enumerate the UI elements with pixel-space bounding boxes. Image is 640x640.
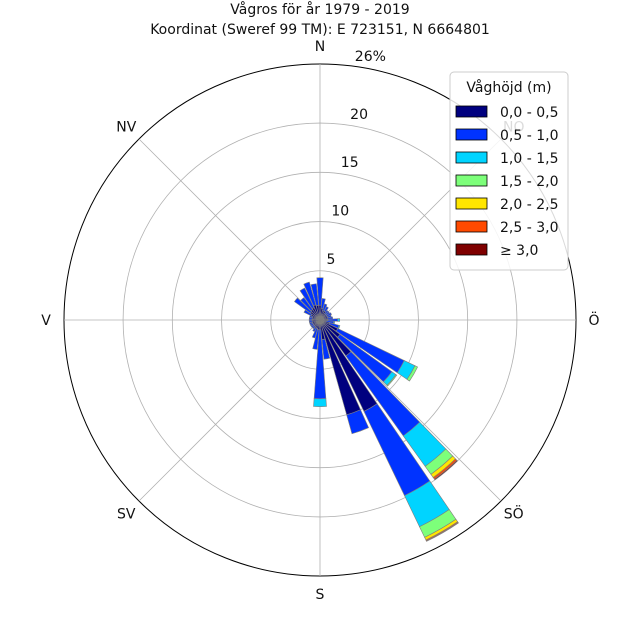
bar-segment-160-bin-2: [346, 409, 370, 435]
radial-tick-label: 20: [350, 107, 368, 123]
legend-swatch: [455, 220, 488, 233]
legend-label: ≥ 3,0: [500, 243, 538, 259]
legend: Våghöjd (m) 0,0 - 0,5 0,5 - 1,0 1,0 - 1,5 1…: [449, 71, 569, 271]
bar-segment-210-bin-2: [312, 326, 317, 332]
legend-label: 1,5 - 2,0: [500, 174, 558, 190]
bar-segment-200-bin-2: [311, 327, 318, 339]
bar-segment-0-bin-2: [316, 277, 324, 306]
direction-label-Ö: Ö: [588, 311, 599, 329]
bar-segment-340-bin-2: [303, 281, 317, 307]
bar-segment-140-bin-7: [433, 459, 458, 481]
bar-segment-110-bin-3: [337, 324, 341, 329]
bar-segment-320-bin-2: [300, 297, 313, 312]
radial-tick-label: 15: [341, 155, 359, 171]
legend-swatch: [455, 197, 488, 210]
bar-segment-90-bin-3: [337, 318, 340, 322]
direction-label-NV: NV: [116, 119, 136, 135]
legend-swatch: [455, 105, 488, 118]
rose-bars: [293, 277, 459, 542]
bar-segment-310-bin-2: [293, 297, 312, 314]
radial-tick-label: 26%: [355, 49, 386, 65]
grid-spoke: [319, 319, 502, 502]
bar-segment-300-bin-2: [303, 309, 313, 317]
grid-spoke: [138, 138, 321, 321]
legend-label: 0,0 - 0,5: [500, 105, 558, 121]
direction-label-V: V: [41, 313, 51, 329]
legend-swatch: [455, 174, 488, 187]
radial-tick-label: 5: [326, 252, 335, 268]
direction-label-SÖ: SÖ: [504, 505, 524, 523]
bar-segment-180-bin-3: [313, 398, 327, 407]
legend-title: Våghöjd (m): [466, 79, 551, 96]
legend-label: 0,5 - 1,0: [500, 128, 558, 144]
bar-segment-60-bin-2: [326, 312, 332, 317]
bar-segment-190-bin-2: [312, 329, 320, 350]
bar-segment-130-bin-4: [386, 374, 398, 387]
bar-segment-30-bin-2: [323, 306, 329, 313]
radial-tick-label: 10: [331, 203, 349, 219]
direction-label-N: N: [315, 39, 325, 55]
polar-grid: [63, 63, 577, 577]
legend-label: 1,0 - 1,5: [500, 151, 558, 167]
legend-box: [449, 71, 569, 271]
legend-label: 2,5 - 3,0: [500, 220, 558, 236]
direction-label-SV: SV: [117, 507, 136, 523]
legend-swatch: [455, 151, 488, 164]
chart-title: Vågros för år 1979 - 2019: [230, 1, 409, 18]
bar-segment-170-bin-2: [321, 338, 331, 360]
bar-segment-10-bin-2: [320, 298, 326, 309]
legend-swatch: [455, 243, 488, 256]
bar-segment-20-bin-2: [322, 303, 328, 312]
legend-swatch: [455, 128, 488, 141]
bar-segment-120-bin-4: [406, 365, 418, 382]
bar-segment-100-bin-3: [332, 321, 336, 325]
chart-subtitle: Koordinat (Sweref 99 TM): E 723151, N 66…: [150, 22, 490, 38]
legend-label: 2,0 - 2,5: [500, 197, 558, 213]
bar-segment-80-bin-2: [327, 316, 334, 320]
bar-segment-330-bin-2: [299, 287, 315, 310]
bar-segment-350-bin-2: [310, 283, 319, 307]
bar-segment-150-bin-7: [425, 522, 459, 542]
radial-tick-labels: 5 10 15 20 26%: [326, 49, 385, 268]
grid-spoke: [138, 319, 321, 502]
direction-label-S: S: [316, 587, 325, 603]
